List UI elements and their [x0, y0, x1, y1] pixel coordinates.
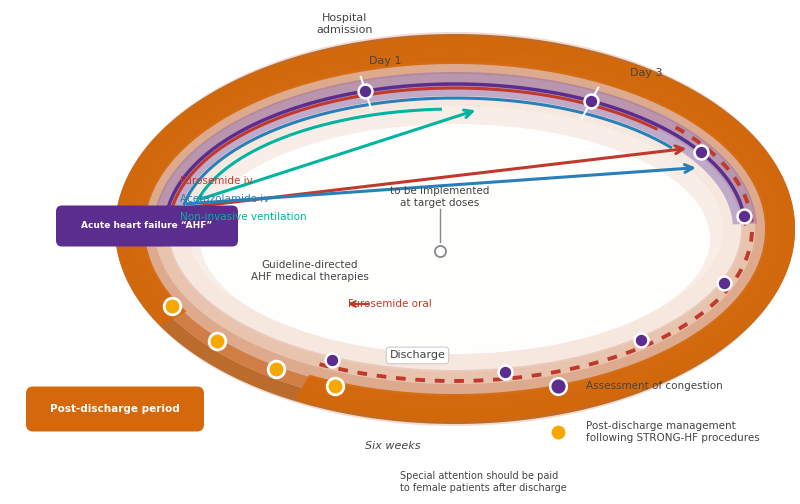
Polygon shape	[130, 49, 780, 409]
Text: Acetazolamide iv: Acetazolamide iv	[180, 194, 270, 204]
Ellipse shape	[187, 106, 723, 352]
FancyBboxPatch shape	[26, 387, 204, 431]
Text: Guideline-directed
AHF medical therapies: Guideline-directed AHF medical therapies	[251, 260, 369, 282]
Text: Discharge: Discharge	[390, 350, 446, 360]
Text: Furosemide oral: Furosemide oral	[348, 299, 432, 309]
Text: to be implemented
at target doses: to be implemented at target doses	[390, 186, 490, 208]
Polygon shape	[143, 62, 767, 396]
FancyBboxPatch shape	[56, 206, 238, 246]
Ellipse shape	[115, 32, 795, 426]
Text: Assessment of congestion: Assessment of congestion	[586, 381, 722, 391]
Polygon shape	[115, 36, 795, 422]
Ellipse shape	[145, 60, 765, 398]
Ellipse shape	[169, 88, 741, 370]
Text: Day 1: Day 1	[369, 56, 402, 66]
Text: Special attention should be paid
to female patients after discharge: Special attention should be paid to fema…	[400, 471, 566, 493]
Text: Post-discharge management
following STRONG-HF procedures: Post-discharge management following STRO…	[586, 421, 760, 443]
Text: Acute heart failure “AHF”: Acute heart failure “AHF”	[82, 221, 213, 230]
Polygon shape	[155, 74, 755, 384]
Text: Furosemide iv: Furosemide iv	[180, 176, 253, 186]
Ellipse shape	[200, 124, 710, 354]
Polygon shape	[115, 34, 795, 424]
Text: Six weeks: Six weeks	[365, 441, 421, 451]
Polygon shape	[153, 72, 757, 224]
Text: Hospital
admission: Hospital admission	[317, 13, 374, 35]
Text: Non-invasive ventilation: Non-invasive ventilation	[180, 212, 306, 222]
Text: Post-discharge period: Post-discharge period	[50, 404, 180, 414]
Text: Day 3: Day 3	[630, 68, 662, 78]
Ellipse shape	[130, 46, 780, 412]
